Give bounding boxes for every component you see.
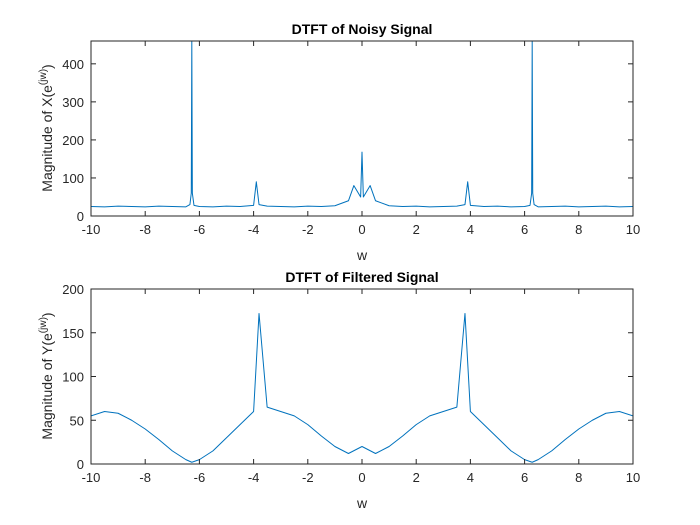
plot-filtered-signal: DTFT of Filtered Signal w Magnitude of Y… [38, 269, 640, 511]
y-axis-label-base: Magnitude of X(e [39, 85, 55, 192]
y-axis-label: Magnitude of X(e(jw)) [38, 64, 55, 191]
x-tick-label: -8 [139, 222, 151, 237]
x-tick-label: 8 [575, 222, 582, 237]
x-tick-label: -10 [82, 470, 101, 485]
x-axis-label: w [356, 495, 368, 511]
y-tick-label: 200 [62, 282, 84, 297]
plot-title: DTFT of Noisy Signal [292, 21, 433, 37]
x-tick-label: 6 [521, 470, 528, 485]
plot-noisy-signal: DTFT of Noisy Signal w Magnitude of X(e(… [38, 21, 640, 263]
y-tick-label: 100 [62, 171, 84, 186]
y-tick-label: 0 [77, 209, 84, 224]
x-tick-label: 2 [413, 222, 420, 237]
x-tick-label: -2 [302, 470, 314, 485]
x-tick-label: 4 [467, 222, 474, 237]
x-tick-label: -4 [248, 470, 260, 485]
series-line-0 [91, 313, 633, 463]
y-axis-label-close: ) [39, 312, 55, 317]
y-axis-label-base: Magnitude of Y(e [39, 333, 55, 440]
y-tick-label: 100 [62, 370, 84, 385]
x-tick-label: 8 [575, 470, 582, 485]
y-axis-label-close: ) [39, 64, 55, 69]
y-axis-label-sup: (jw) [38, 317, 49, 333]
y-axis-label: Magnitude of Y(e(jw)) [38, 312, 55, 439]
series-line-0 [91, 41, 633, 208]
plot-area [91, 41, 633, 216]
x-tick-label: 0 [358, 470, 365, 485]
y-tick-label: 50 [70, 413, 84, 428]
plot-area [91, 289, 633, 464]
x-tick-label: 10 [626, 470, 640, 485]
x-tick-label: 0 [358, 222, 365, 237]
plot-title: DTFT of Filtered Signal [285, 269, 438, 285]
x-tick-label: 6 [521, 222, 528, 237]
y-tick-label: 150 [62, 326, 84, 341]
x-tick-label: -2 [302, 222, 314, 237]
x-tick-label: -6 [194, 470, 206, 485]
y-tick-label: 200 [62, 133, 84, 148]
y-tick-label: 400 [62, 57, 84, 72]
x-tick-label: -8 [139, 470, 151, 485]
y-tick-label: 0 [77, 457, 84, 472]
y-tick-label: 300 [62, 95, 84, 110]
x-tick-label: -10 [82, 222, 101, 237]
x-tick-label: 10 [626, 222, 640, 237]
y-axis-label-sup: (jw) [38, 69, 49, 85]
x-tick-label: -4 [248, 222, 260, 237]
x-axis-label: w [356, 247, 368, 263]
x-tick-label: -6 [194, 222, 206, 237]
x-tick-label: 2 [413, 470, 420, 485]
x-tick-label: 4 [467, 470, 474, 485]
